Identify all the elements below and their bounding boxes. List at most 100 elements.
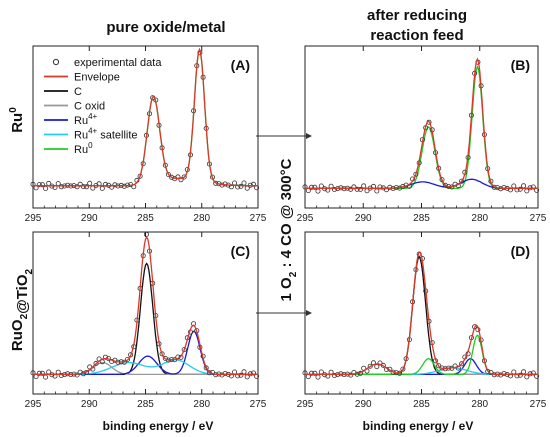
exp-point-A (58, 184, 64, 190)
exp-point-A (175, 174, 181, 180)
exp-point-C (58, 372, 64, 378)
exp-point-A (250, 181, 256, 187)
exp-point-B (383, 187, 389, 193)
panels: 295 290 285 280 275(A)295 290 285 280 275(B)295 2… (25, 45, 547, 410)
legend-label-ru0: Ru0 (74, 141, 93, 156)
x-tick-label-B-280: 280 (471, 213, 488, 224)
exp-point-C (102, 354, 108, 360)
component-c-C (33, 262, 258, 376)
reaction-condition-label: 1 O2 : 4 CO @ 300°C (278, 158, 299, 301)
exp-point-D (501, 370, 507, 376)
panel-A: 295 290 285 280 275 (A) (25, 45, 267, 224)
x-tick-label-D-285: 285 (413, 399, 430, 410)
legend-label-exp: experimental data (74, 57, 162, 69)
legend-item-ru0: Ru0 (44, 141, 93, 156)
legend-label-ru4: Ru4+ (74, 112, 98, 127)
row-label-bottom: RuO2RuO@TiO2 (9, 268, 35, 351)
exp-point-D (331, 372, 337, 378)
exp-point-C (232, 369, 238, 375)
x-tick-label-C-285: 285 (137, 399, 154, 410)
panel-B: 295 290 285 280 275 (B) (297, 45, 547, 224)
exp-point-B (357, 186, 363, 192)
exp-point-B (439, 177, 445, 183)
row-label-bottom-a: RuO (9, 319, 26, 351)
panel-D: 295 290 285 280 275 (D) (297, 231, 547, 410)
exp-point-D (400, 366, 406, 372)
exp-point-B (521, 183, 527, 189)
x-tick-label-A-275: 275 (250, 213, 267, 224)
legend-item-ru4s: Ru4+ satellite (44, 127, 138, 142)
exp-point-D (530, 370, 536, 376)
component-ru0-B (305, 65, 538, 190)
panel-letter-D: (D) (511, 243, 530, 259)
exp-point-D (517, 372, 523, 378)
exp-point-D (312, 370, 318, 376)
exp-point-B (354, 186, 360, 192)
x-tick-label-C-275: 275 (250, 399, 267, 410)
row-label-bottom-sub1: 2 (19, 313, 30, 319)
x-tick-label-B-295: 295 (297, 213, 314, 224)
x-axis-label-right: binding energy / eV (363, 419, 474, 433)
exp-point-B (331, 186, 337, 192)
exp-point-C (36, 370, 42, 376)
arrow-top (256, 133, 312, 139)
row-label-bottom-b2: @TiO (14, 274, 31, 314)
exp-point-C (143, 231, 149, 237)
exp-point-A (109, 184, 115, 190)
exp-point-C (238, 372, 244, 378)
exp-point-D (374, 364, 380, 370)
row-label-top: Ru0 (8, 107, 26, 133)
arrow-bottom (256, 310, 312, 316)
exp-point-B (511, 183, 517, 189)
exp-point-C (241, 369, 247, 375)
exp-point-B (305, 188, 311, 194)
panel-letter-A: (A) (231, 57, 250, 73)
envelope-A (33, 47, 258, 187)
exp-point-A (87, 180, 93, 186)
exp-point-D (367, 363, 373, 369)
exp-point-B (328, 183, 334, 189)
exp-point-A (39, 182, 45, 188)
legend-label-cox: C oxid (74, 101, 105, 113)
component-ru4-C (33, 330, 258, 376)
row-label-top-base: Ru (9, 113, 26, 133)
legend-label-ru4s: Ru4+ satellite (74, 127, 138, 142)
exp-point-D (308, 370, 314, 376)
exp-point-B (315, 188, 321, 194)
x-tick-label-D-290: 290 (355, 399, 372, 410)
exp-point-B (459, 178, 465, 184)
column-title-left: pure oxide/metal (106, 19, 225, 36)
exp-point-B (312, 184, 318, 190)
exp-point-A (241, 180, 247, 186)
exp-point-B (308, 184, 314, 190)
exp-point-A (169, 174, 175, 180)
exp-point-B (374, 188, 380, 194)
legend-item-c: C (44, 86, 82, 98)
component-c-D (305, 255, 538, 376)
column-title-right-line1: after reducing (367, 7, 467, 24)
exp-point-A (102, 181, 108, 187)
component-ru4s-D (305, 367, 538, 376)
exp-point-C (93, 360, 99, 366)
exp-point-A (36, 182, 42, 188)
legend: experimental data Envelope C C oxidRu4+Ru4+… (44, 57, 162, 156)
exp-point-A (84, 184, 90, 190)
exp-point-D (315, 374, 321, 380)
exp-point-C (159, 351, 165, 357)
exp-point-A (112, 182, 118, 188)
exp-point-B (361, 183, 367, 189)
x-tick-label-A-280: 280 (193, 213, 210, 224)
exp-point-B (377, 184, 383, 190)
exp-point-C (181, 347, 187, 353)
component-ru0-D (305, 334, 538, 376)
x-tick-label-B-290: 290 (355, 213, 372, 224)
exp-point-D (436, 363, 442, 369)
x-tick-label-A-290: 290 (81, 213, 98, 224)
x-tick-label-A-295: 295 (25, 213, 42, 224)
exp-point-B (387, 184, 393, 190)
reaction-condition-p2: : 4 CO @ 300°C (278, 158, 295, 271)
panel-letter-C: (C) (231, 243, 250, 259)
exp-point-C (39, 370, 45, 376)
exp-point-C (250, 370, 256, 376)
legend-marker-exp (52, 58, 60, 66)
